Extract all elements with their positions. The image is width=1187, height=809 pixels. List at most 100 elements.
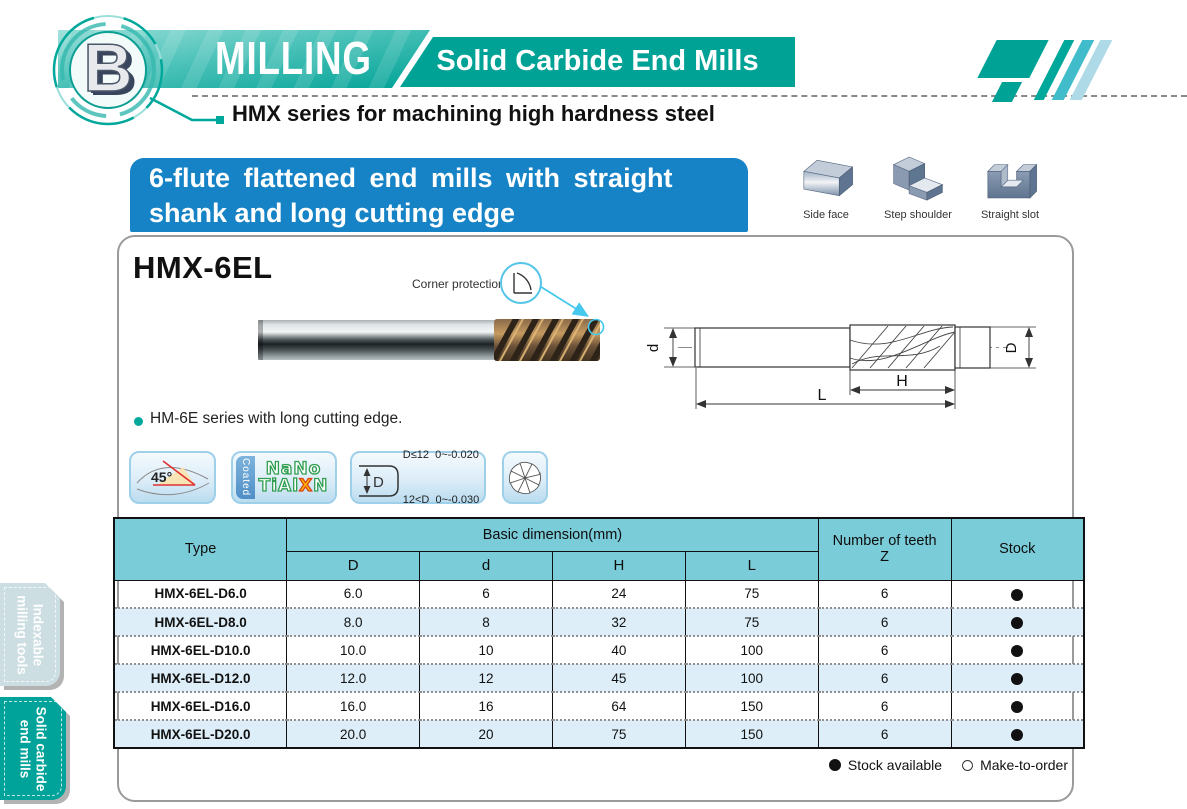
value-cell: 6 [817,664,952,693]
legend-make-to-order: Make-to-order [962,757,1068,773]
sidebar-tab-indexable-milling-tools[interactable]: Indexable milling tools [0,583,60,686]
col-header-teeth: Number of teeth Z [817,517,952,581]
series-feature-note: HM-6E series with long cutting edge. [150,410,403,427]
value-cell: 45 [551,664,686,693]
col-header-stock: Stock [950,517,1085,581]
value-cell: 16 [419,692,553,721]
value-cell: 32 [551,608,686,637]
value-cell: 12 [419,664,553,693]
tolerance-values: D≤12 0~-0.020 12<D 0~-0.030 [402,448,480,506]
type-cell: HMX-6EL-D20.0 [113,720,288,748]
open-dot-icon [962,759,974,771]
flute-end-view-icon [502,451,548,504]
stock-cell [950,664,1085,693]
value-cell: 6 [817,692,952,721]
col-header-H: H [551,550,686,581]
application-step-shoulder: Step shoulder [872,149,964,227]
banner-line1: 6-flute flattened end mills with straigh… [149,163,673,193]
filled-dot-icon [828,759,841,771]
sidebar-tab-label: Solid carbide end mills [18,706,49,791]
application-icons: Side face Step shoulder [780,149,1080,227]
value-cell: 6 [419,580,553,609]
value-cell: 8.0 [286,608,421,637]
type-cell: HMX-6EL-D8.0 [113,608,288,637]
helix-angle-value: 45° [151,469,172,485]
straight-slot-block-icon [987,163,1038,199]
value-cell: 64 [551,692,686,721]
side-face-block-icon [803,159,854,197]
value-cell: 100 [684,636,819,665]
sidebar-tab-solid-carbide-end-mills[interactable]: Solid carbide end mills [0,697,66,800]
callout-arrow [537,284,590,317]
table-row: HMX-6EL-D12.0 12.0 12 45 100 6 [113,664,1085,693]
application-label: Straight slot [980,209,1040,221]
lens-rings-icon [52,14,164,126]
dim-label-D: D [1003,342,1020,353]
stock-cell [950,720,1085,748]
corner-protection-magnifier-icon [500,262,542,304]
col-header-L: L [684,550,819,581]
value-cell: 75 [551,720,686,748]
page-title: Solid Carbide End Mills [436,45,759,77]
value-cell: 20.0 [286,720,421,748]
dashed-divider [192,95,1187,97]
value-cell: 6 [817,636,952,665]
value-cell: 24 [551,580,686,609]
diameter-tolerance-icon: D [358,464,399,497]
tolerance-symbol: D [373,474,384,491]
col-header-basic-dimension: Basic dimension(mm) [286,517,819,552]
value-cell: 20 [419,720,553,748]
stock-cell [950,608,1085,637]
stock-available-dot [1011,700,1024,713]
table-row: HMX-6EL-D16.0 16.0 16 64 150 6 [113,692,1085,721]
value-cell: 8 [419,608,553,637]
dim-label-d: d [645,344,662,352]
value-cell: 16.0 [286,692,421,721]
value-cell: 10.0 [286,636,421,665]
stock-cell [950,580,1085,609]
dim-label-L: L [818,387,827,404]
stock-available-dot [1011,588,1024,601]
tolerance-badge: D D≤12 0~-0.020 12<D 0~-0.030 [350,449,486,506]
application-side-face: Side face [780,149,872,227]
col-header-d: d [419,550,553,581]
table-row: HMX-6EL-D20.0 20.0 20 75 150 6 [113,720,1085,748]
banner-line2: shank and long cutting edge [149,198,516,228]
end-mill-photo [258,318,605,361]
corner-protection-label: Corner protection [412,277,505,291]
coating-badge: Coated NaNo TiAlXN [231,451,337,504]
value-cell: 6 [817,580,952,609]
product-family-banner: 6-flute flattened end mills with straigh… [130,158,748,232]
stock-legend: Stock available Make-to-order [818,757,1068,773]
coating-line2: TiAlXN [258,475,329,496]
corner-stripes-decoration [977,30,1125,104]
stock-available-dot [1011,616,1024,629]
value-cell: 100 [684,664,819,693]
value-cell: 6.0 [286,580,421,609]
coating-name: NaNo TiAlXN [255,458,332,496]
dim-label-H: H [896,373,908,390]
table-row: HMX-6EL-D8.0 8.0 8 32 75 6 [113,608,1085,637]
coating-line1: NaNo [265,458,322,479]
value-cell: 6 [817,608,952,637]
value-cell: 6 [817,720,952,748]
application-straight-slot: Straight slot [964,149,1056,227]
table-row: HMX-6EL-D10.0 10.0 10 40 100 6 [113,636,1085,665]
value-cell: 150 [684,720,819,748]
type-cell: HMX-6EL-D6.0 [113,580,288,609]
value-cell: 10 [419,636,553,665]
application-label: Step shoulder [884,209,952,221]
stock-cell [950,692,1085,721]
dimension-diagram: d D H L [645,324,1036,409]
helix-angle-icon: 45° [129,451,216,504]
stock-available-dot [1011,728,1024,741]
table-row: HMX-6EL-D6.0 6.0 6 24 75 6 [113,580,1085,609]
type-cell: HMX-6EL-D16.0 [113,692,288,721]
leader-connector [149,96,224,124]
series-note: HMX series for machining high hardness s… [232,101,715,126]
type-cell: HMX-6EL-D12.0 [113,664,288,693]
sidebar-tab-label: Indexable milling tools [15,594,46,675]
step-shoulder-block-icon [892,156,944,201]
model-title: HMX-6EL [133,250,273,285]
